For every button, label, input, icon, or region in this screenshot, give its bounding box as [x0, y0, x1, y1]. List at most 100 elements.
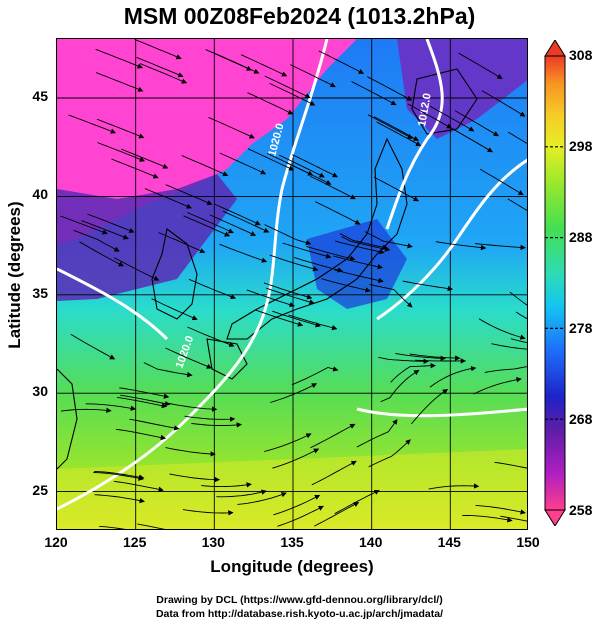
wind-streamline: [136, 56, 184, 78]
wind-streamline: [266, 287, 315, 305]
lat-lon-grid: [57, 39, 527, 529]
wind-streamline: [473, 377, 522, 395]
wind-streamline: [269, 254, 319, 272]
wind-streamline: [264, 224, 312, 246]
wind-streamline: [113, 480, 164, 492]
wind-streamline: [240, 54, 288, 77]
korea-cold-region: [57, 174, 237, 301]
wind-streamline: [201, 482, 252, 488]
wind-streamline: [166, 402, 218, 412]
wind-streamline: [351, 81, 397, 106]
x-tick-135: 135: [280, 534, 304, 550]
wind-streamline: [510, 338, 527, 344]
wind-streamline: [458, 52, 503, 79]
wind-streamline: [97, 142, 146, 162]
wind-streamline: [478, 318, 526, 340]
wind-streamline: [481, 90, 526, 117]
wind-streamline: [117, 396, 168, 409]
wind-streamlines: [60, 39, 527, 529]
colorbar-tick-308: 308: [569, 47, 593, 63]
x-tick-130: 130: [201, 534, 225, 550]
wind-streamline: [165, 184, 213, 205]
wind-streamline: [263, 433, 312, 452]
wind-streamline: [254, 309, 304, 327]
wind-streamline: [115, 428, 167, 441]
wind-streamline: [214, 203, 261, 226]
wind-streamline: [314, 502, 360, 527]
wind-streamline: [279, 154, 325, 178]
wind-streamline: [507, 131, 527, 145]
wind-streamline: [290, 64, 336, 88]
wind-streamline: [515, 311, 527, 320]
wind-streamline: [272, 310, 321, 328]
warm-south-region: [57, 449, 527, 529]
wind-streamline: [191, 422, 242, 428]
wind-streamline: [169, 473, 221, 483]
isobar-label-1012: 1012.0: [416, 92, 434, 127]
wind-streamline: [94, 494, 145, 504]
wind-streamline: [475, 504, 526, 515]
wind-streamline: [429, 105, 475, 132]
wind-streamline: [187, 212, 234, 234]
wind-streamline: [183, 215, 231, 237]
credit-drawing: Drawing by DCL (https://www.gfd-dennou.o…: [156, 594, 443, 606]
wind-streamline: [134, 39, 182, 60]
wind-streamline: [288, 314, 338, 331]
wind-streamline: [140, 63, 188, 84]
y-tick-25: 25: [32, 481, 48, 498]
wind-streamline: [68, 114, 117, 134]
y-axis-label: Latitude (degrees): [5, 201, 24, 349]
wind-streamline: [143, 362, 193, 378]
wind-streamline: [367, 114, 413, 139]
wind-streamline: [341, 236, 391, 252]
colorbar-scale: [544, 55, 566, 511]
wind-streamline: [144, 188, 192, 209]
wind-streamline: [292, 154, 339, 178]
wind-streamline: [120, 394, 171, 407]
wind-streamline: [310, 423, 356, 449]
y-tick-30: 30: [32, 383, 48, 400]
wind-streamline: [264, 75, 311, 99]
wind-streamline: [364, 231, 413, 249]
colorbar-bottom-triangle: [544, 509, 566, 527]
wind-streamline: [367, 76, 413, 101]
wind-streamline: [277, 505, 324, 527]
wind-streamline: [306, 245, 356, 261]
wind-streamline: [282, 242, 332, 259]
wind-streamline: [462, 514, 513, 523]
wind-streamline: [315, 201, 361, 225]
x-tick-120: 120: [44, 534, 68, 550]
wind-streamline: [380, 369, 420, 403]
wind-streamline: [247, 148, 295, 171]
wind-streamline: [216, 489, 267, 498]
wind-streamline: [119, 387, 170, 399]
chart-title: MSM 00Z08Feb2024 (1013.2hPa): [123, 3, 476, 29]
colorbar: [544, 39, 566, 531]
wind-streamline: [429, 365, 477, 388]
wind-streamline: [333, 255, 383, 270]
wind-streamline: [181, 155, 229, 177]
wind-streamline: [310, 175, 356, 200]
wind-streamline: [335, 240, 385, 255]
wind-streamline: [111, 158, 159, 179]
credit-data: Data from http://database.rish.kyoto-u.a…: [155, 608, 444, 620]
colorbar-tick-288: 288: [569, 229, 593, 245]
wind-streamline: [184, 415, 236, 422]
wind-streamline: [219, 152, 267, 175]
colorbar-tick-298: 298: [569, 138, 593, 154]
wind-streamline: [70, 334, 116, 360]
wind-streamline: [507, 198, 527, 211]
wind-streamline: [448, 126, 493, 153]
y-tick-40: 40: [32, 186, 48, 203]
wind-streamline: [293, 256, 344, 273]
wind-streamline: [373, 176, 419, 202]
wind-streamline: [151, 298, 198, 321]
wind-streamline: [219, 243, 268, 263]
wind-streamline: [479, 168, 524, 196]
wind-streamline: [129, 418, 180, 431]
x-tick-140: 140: [359, 534, 383, 550]
wind-streamline: [273, 494, 321, 516]
japan-sea-cold-region: [307, 219, 407, 309]
wind-streamline: [311, 460, 357, 486]
wind-streamline: [73, 229, 120, 252]
